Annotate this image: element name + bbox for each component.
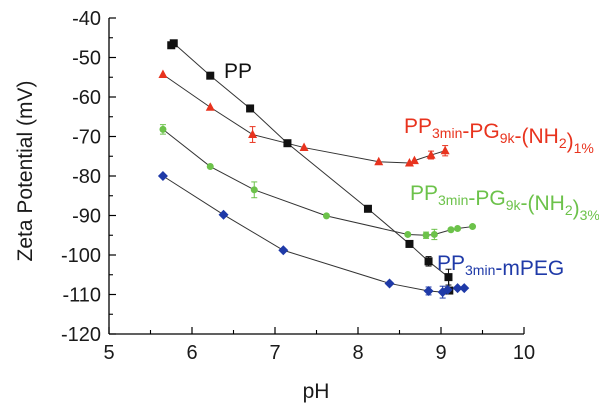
- data-point: [206, 71, 215, 80]
- y-tick-label: -60: [72, 87, 101, 109]
- data-point: [405, 239, 414, 248]
- data-point: [218, 209, 229, 220]
- series-label: PP3min-PG9k-(NH2)1%: [404, 115, 594, 156]
- y-tick-label: -110: [62, 285, 101, 307]
- data-point: [205, 102, 215, 111]
- data-point: [206, 163, 214, 171]
- data-point: [322, 212, 330, 220]
- data-point: [440, 145, 450, 155]
- data-point: [384, 278, 395, 289]
- data-point: [447, 226, 455, 234]
- x-tick-label: 10: [513, 342, 535, 364]
- series-label: PP3min-PG9k-(NH2)3%: [410, 182, 599, 223]
- y-tick-label: -80: [72, 166, 101, 188]
- series-label: PP3min-mPEG: [437, 252, 564, 280]
- data-point: [299, 142, 309, 152]
- data-markers: [157, 39, 477, 298]
- series-line: [170, 42, 450, 291]
- data-point: [426, 150, 436, 159]
- data-point: [159, 125, 167, 133]
- data-point: [278, 245, 289, 256]
- data-point: [250, 186, 258, 194]
- data-point: [248, 129, 258, 139]
- data-point: [459, 283, 470, 294]
- data-point: [452, 283, 463, 294]
- data-point: [423, 285, 434, 296]
- x-tick-label: 9: [435, 342, 446, 364]
- data-point: [157, 171, 168, 181]
- data-point: [169, 39, 178, 48]
- x-tick-label: 7: [269, 342, 280, 364]
- data-point: [444, 273, 453, 282]
- data-point: [283, 139, 292, 148]
- data-point: [409, 155, 419, 165]
- data-point: [363, 204, 372, 213]
- y-tick-label: -40: [72, 8, 101, 30]
- data-point: [246, 104, 255, 113]
- data-point: [442, 284, 453, 295]
- data-point: [158, 69, 168, 78]
- y-tick-label: -90: [72, 206, 101, 228]
- data-point: [454, 225, 462, 233]
- x-axis-label: pH: [303, 380, 330, 403]
- y-axis-label: Zeta Potential (mV): [14, 81, 37, 262]
- data-point: [430, 230, 438, 238]
- y-tick-label: -120: [61, 324, 101, 346]
- data-point: [404, 157, 414, 167]
- series-label: PP: [224, 60, 252, 83]
- series-labels: PP PP3min-PG9k-(NH2)1% PP3min-PG9k-(NH2)3%…: [224, 60, 599, 280]
- y-tick-label: -50: [72, 48, 101, 70]
- x-tick-label: 8: [352, 342, 363, 364]
- x-tick-label: 5: [103, 342, 114, 364]
- ticks: 5 6 7 8 9 10 -40 -50 -60 -70 -80 -90 -100 -110 -120: [61, 8, 535, 364]
- data-point: [424, 257, 433, 266]
- data-point: [374, 156, 384, 166]
- y-tick-label: -100: [61, 245, 101, 267]
- y-tick-label: -70: [72, 127, 101, 149]
- data-point: [469, 223, 477, 231]
- data-point: [404, 230, 412, 238]
- data-point: [422, 231, 430, 239]
- x-tick-label: 6: [186, 342, 197, 364]
